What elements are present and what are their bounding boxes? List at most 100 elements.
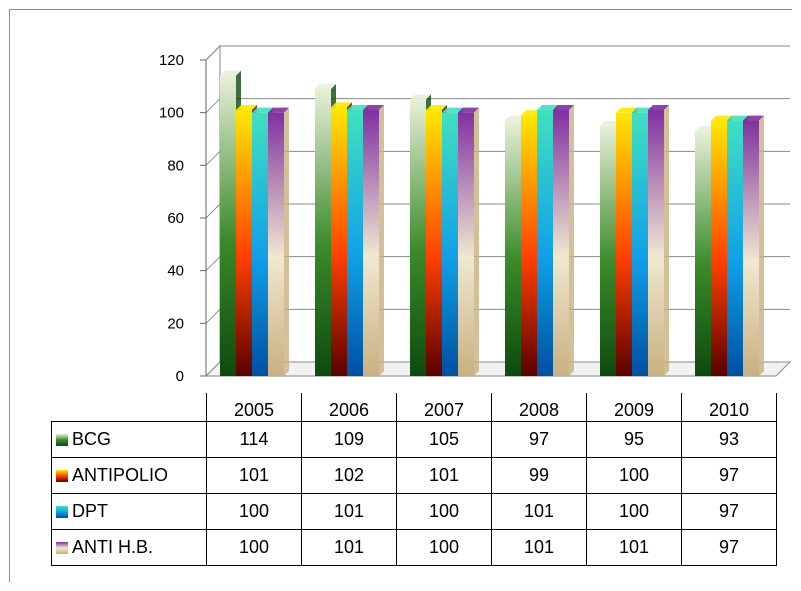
- legend-key-icon: [56, 469, 68, 482]
- series-label: ANTI H.B.: [51, 528, 207, 566]
- bar-top: [600, 120, 621, 126]
- bar-top: [442, 107, 463, 113]
- legend-key-icon: [56, 505, 68, 518]
- y-tick-label: 60: [167, 210, 184, 227]
- bar: [268, 112, 284, 377]
- bar-top: [743, 115, 764, 121]
- bar: [347, 110, 363, 377]
- bar-top: [220, 70, 241, 76]
- chart-frame: [9, 9, 792, 582]
- bar-top: [553, 105, 574, 111]
- data-label: 99: [491, 456, 587, 494]
- legend-key-icon: [56, 433, 68, 446]
- bar-side: [759, 115, 764, 377]
- data-label: 100: [206, 492, 302, 530]
- series-label: ANTIPOLIO: [51, 456, 207, 494]
- series-label: DPT: [51, 492, 207, 530]
- bar-top: [315, 83, 336, 89]
- bar-top: [648, 105, 669, 111]
- bar: [648, 110, 664, 377]
- bar: [252, 112, 268, 377]
- data-label: 100: [396, 528, 492, 566]
- bar: [331, 107, 347, 377]
- y-tick-label: 100: [159, 105, 184, 122]
- series-name: DPT: [72, 500, 108, 521]
- data-label: 101: [301, 492, 397, 530]
- data-label: 114: [206, 420, 302, 458]
- bar: [220, 75, 236, 377]
- bar: [727, 120, 743, 376]
- data-label: 101: [586, 528, 682, 566]
- bar-side: [284, 107, 289, 377]
- bar: [442, 112, 458, 377]
- data-label: 105: [396, 420, 492, 458]
- y-tick-label: 0: [176, 368, 184, 385]
- category-label: 2006: [301, 393, 397, 422]
- category-label: 2010: [681, 393, 777, 422]
- data-label: 101: [491, 528, 587, 566]
- table-header-row: 2005 2006 2007 2008 2009 2010: [52, 393, 777, 422]
- bar: [458, 112, 474, 377]
- gridline-depth: [205, 256, 221, 272]
- bar-top: [347, 105, 368, 111]
- bar-side: [664, 105, 669, 377]
- y-tick-label: 40: [167, 263, 184, 280]
- bar-top: [410, 94, 431, 100]
- bar: [426, 110, 442, 377]
- bar-top: [268, 107, 289, 113]
- bar-side: [379, 105, 384, 377]
- table-row: ANTIPOLIO 101 102 101 99 100 97: [51, 456, 777, 494]
- bar-top: [236, 105, 257, 111]
- series-label: BCG: [51, 420, 207, 458]
- bar: [616, 112, 632, 377]
- data-label: 102: [301, 456, 397, 494]
- data-label: 100: [206, 528, 302, 566]
- gridline-depth: [205, 203, 221, 219]
- bar-top: [616, 107, 637, 113]
- bar-top: [505, 115, 526, 121]
- category-label: 2008: [491, 393, 587, 422]
- bar-top: [458, 107, 479, 113]
- bar-chart: 0 20 40 60 80 100 120: [159, 44, 792, 385]
- series-name: ANTI H.B.: [72, 536, 154, 557]
- gridline-depth: [205, 308, 221, 324]
- data-label: 100: [396, 492, 492, 530]
- bar-top: [426, 105, 447, 111]
- data-label: 100: [586, 456, 682, 494]
- bar-top: [632, 107, 653, 113]
- bar-top: [363, 105, 384, 111]
- bar: [553, 110, 569, 377]
- bar: [410, 99, 426, 376]
- bar-side: [474, 107, 479, 377]
- y-tick-label: 120: [159, 52, 184, 69]
- y-tick-label: 20: [167, 315, 184, 332]
- data-label: 97: [681, 528, 777, 566]
- bar: [695, 131, 711, 376]
- data-label: 100: [586, 492, 682, 530]
- bar-top: [727, 115, 748, 121]
- chart-bars: [220, 70, 764, 377]
- category-label: 2005: [206, 393, 302, 422]
- data-label: 101: [491, 492, 587, 530]
- data-label: 95: [586, 420, 682, 458]
- data-label: 101: [206, 456, 302, 494]
- bar-top: [711, 115, 732, 121]
- table-row: BCG 114 109 105 97 95 93: [51, 420, 777, 458]
- data-label: 93: [681, 420, 777, 458]
- bar-top: [695, 126, 716, 132]
- data-label: 97: [491, 420, 587, 458]
- bar: [315, 88, 331, 376]
- series-name: BCG: [72, 428, 112, 449]
- data-table: 2005 2006 2007 2008 2009 2010 BCG 114 10…: [51, 393, 777, 566]
- bar-top: [252, 107, 273, 113]
- table-row: ANTI H.B. 100 101 100 101 101 97: [51, 528, 777, 566]
- y-axis-labels: 0 20 40 60 80 100 120: [159, 52, 184, 385]
- table-corner: [52, 393, 207, 421]
- gridline-depth: [205, 45, 221, 61]
- legend-key-icon: [56, 541, 68, 554]
- series-name: ANTIPOLIO: [72, 464, 169, 485]
- data-label: 109: [301, 420, 397, 458]
- bar: [363, 110, 379, 377]
- gridline-depth: [205, 150, 221, 166]
- bar: [505, 120, 521, 376]
